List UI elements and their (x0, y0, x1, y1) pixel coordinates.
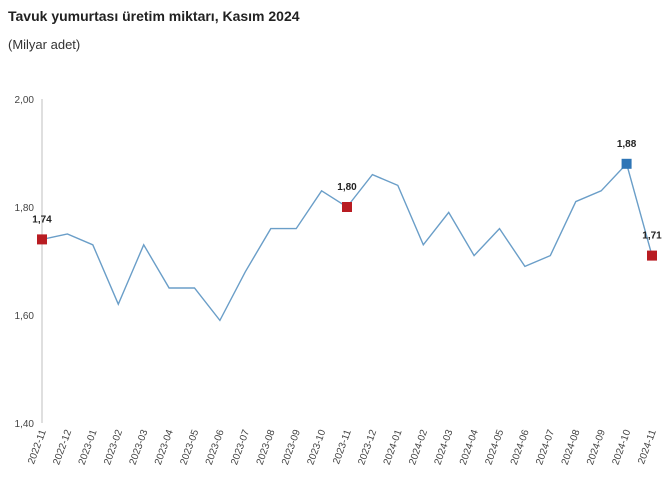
y-tick-label: 1,60 (15, 311, 35, 322)
x-tick-label: 2023-08 (255, 428, 278, 467)
x-tick-label: 2023-11 (331, 428, 354, 466)
x-tick-label: 2024-02 (407, 428, 430, 467)
data-label: 1,74 (32, 214, 52, 225)
x-tick-label: 2024-01 (382, 428, 405, 467)
x-tick-label: 2024-04 (458, 428, 481, 467)
x-tick-label: 2024-09 (585, 428, 608, 467)
x-tick-label: 2024-06 (509, 428, 532, 467)
x-tick-label: 2023-06 (204, 428, 227, 467)
chart-title: Tavuk yumurtası üretim miktarı, Kasım 20… (8, 8, 300, 24)
y-tick-label: 1,80 (15, 203, 35, 214)
x-tick-label: 2023-03 (128, 428, 151, 467)
x-tick-label: 2022-11 (26, 428, 49, 466)
x-tick-label: 2023-10 (306, 428, 329, 467)
data-label: 1,88 (617, 139, 637, 150)
x-tick-label: 2023-12 (356, 428, 379, 467)
x-tick-label: 2024-08 (560, 428, 583, 467)
y-tick-label: 1,40 (15, 419, 35, 430)
chart-subtitle: (Milyar adet) (8, 37, 81, 52)
x-tick-label: 2024-10 (611, 428, 634, 467)
x-tick-label: 2024-03 (433, 428, 456, 467)
x-tick-label: 2023-05 (178, 428, 201, 467)
y-tick-label: 2,00 (15, 95, 35, 106)
x-tick-label: 2024-05 (483, 428, 506, 467)
x-tick-label: 2023-04 (153, 428, 176, 467)
data-label: 1,80 (337, 182, 357, 193)
x-tick-label: 2024-11 (636, 428, 659, 466)
x-tick-label: 2023-07 (229, 428, 252, 467)
data-point-marker (647, 250, 657, 261)
x-tick-label: 2023-01 (77, 428, 100, 467)
x-tick-label: 2023-02 (102, 428, 125, 467)
x-tick-label: 2023-09 (280, 428, 303, 467)
x-tick-label: 2024-07 (534, 428, 557, 467)
x-tick-label: 2022-12 (51, 428, 74, 467)
data-point-marker (621, 158, 632, 169)
data-point-marker (37, 234, 47, 245)
data-point-marker (342, 202, 352, 212)
data-label: 1,71 (642, 231, 662, 242)
